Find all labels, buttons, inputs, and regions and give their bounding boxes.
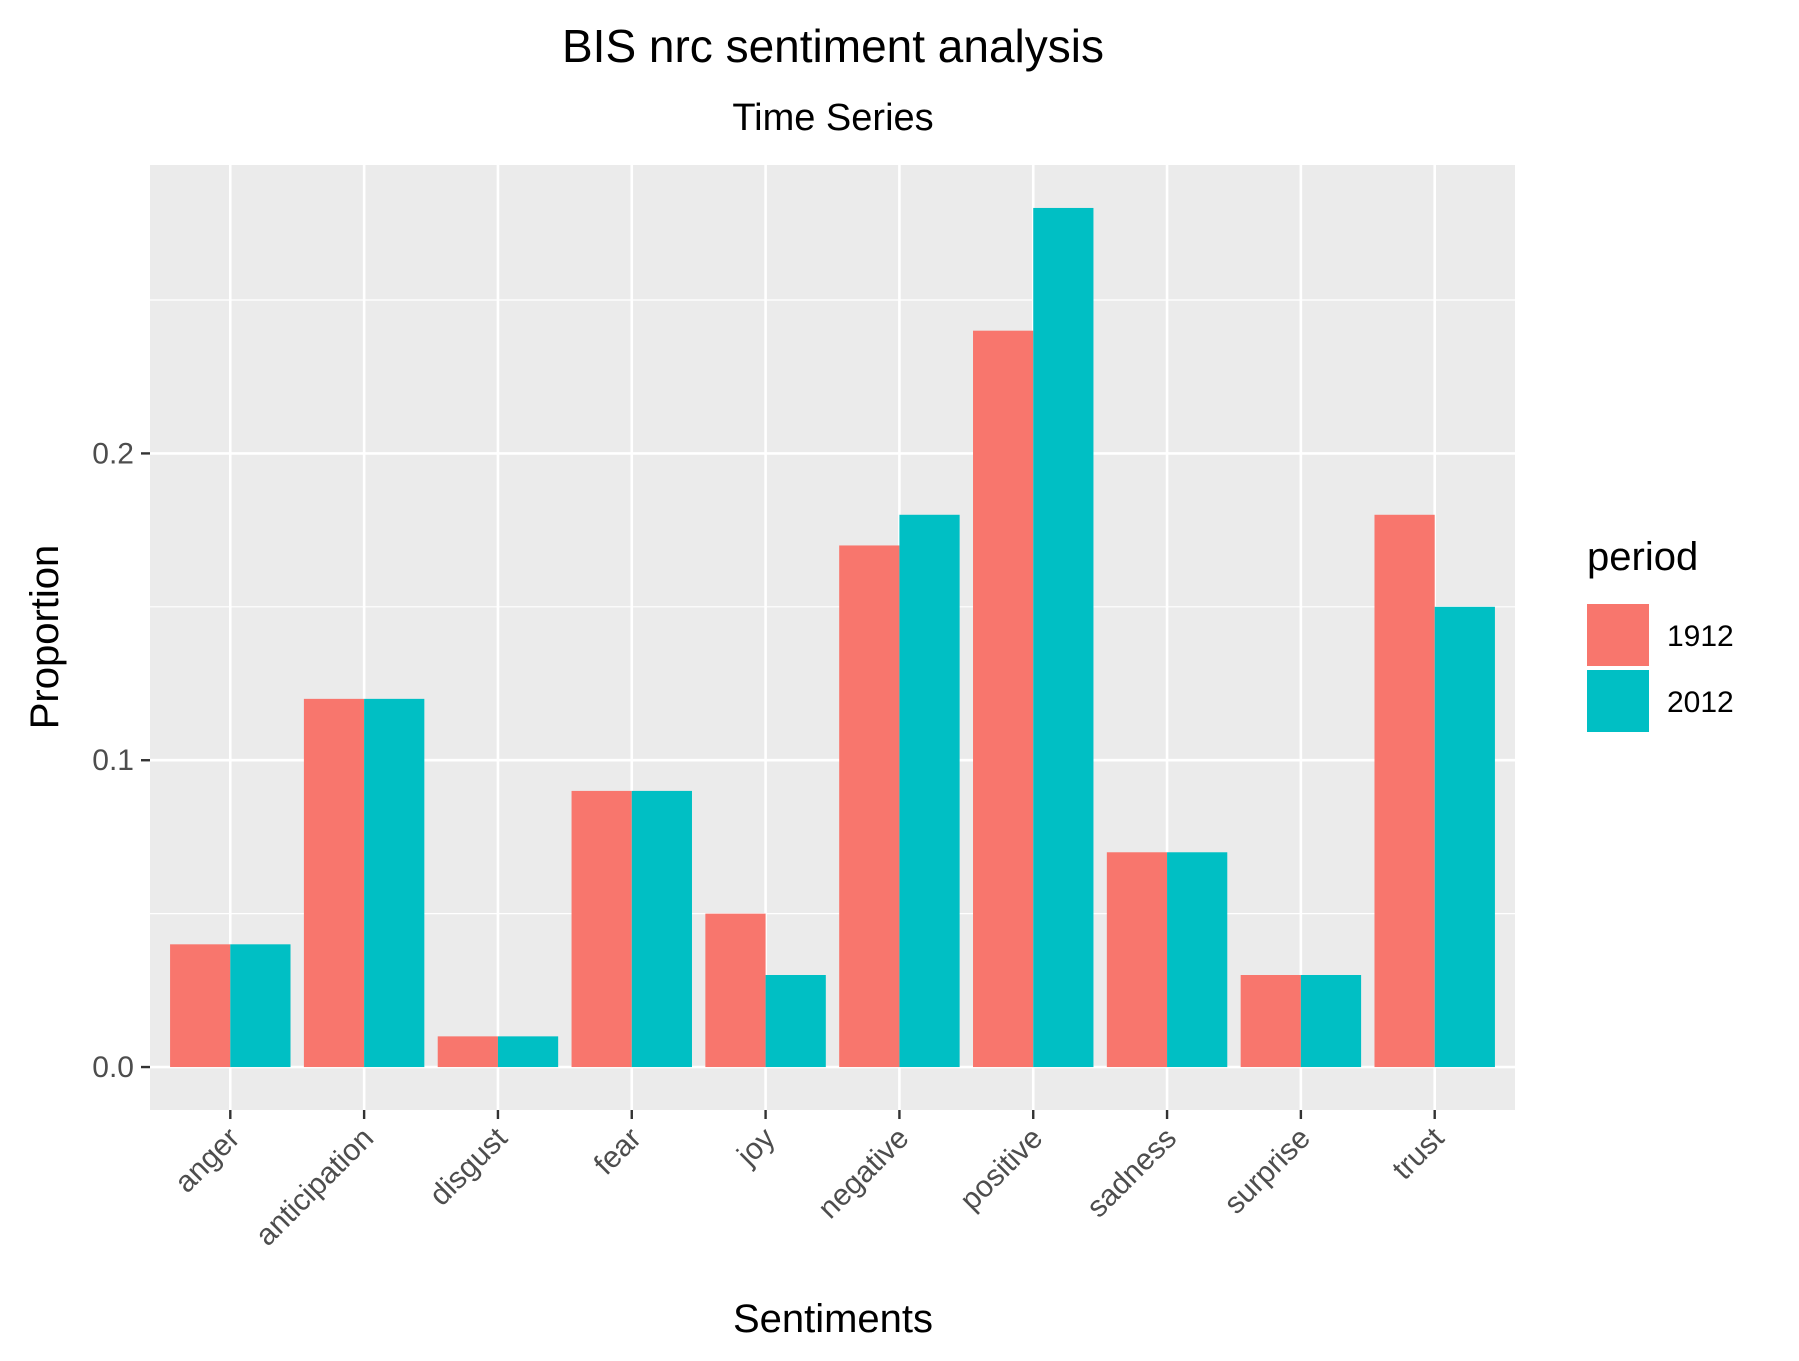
bar-1912-positive bbox=[973, 330, 1034, 1068]
bar-1912-trust bbox=[1374, 514, 1435, 1068]
bar-2012-sadness bbox=[1167, 852, 1228, 1068]
y-tick-label: 0.2 bbox=[92, 437, 134, 470]
x-tick-label: trust bbox=[1386, 1121, 1451, 1186]
x-tick-label: disgust bbox=[423, 1121, 514, 1212]
bar-1912-joy bbox=[705, 913, 766, 1068]
bars bbox=[170, 207, 1495, 1068]
bar-2012-disgust bbox=[497, 1036, 559, 1068]
y-tick-label: 0.0 bbox=[92, 1051, 134, 1084]
x-axis: anger anticipation disgust fear joy negative p… bbox=[169, 1110, 1451, 1252]
bar-1912-negative bbox=[839, 545, 900, 1068]
bar-1912-surprise bbox=[1240, 975, 1301, 1068]
x-tick-label: negative bbox=[812, 1122, 916, 1226]
x-tick-label: joy bbox=[730, 1122, 781, 1173]
bar-1912-anger bbox=[170, 944, 231, 1068]
bar-2012-trust bbox=[1434, 606, 1495, 1068]
chart-subtitle: Time Series bbox=[732, 97, 933, 139]
bar-2012-positive bbox=[1033, 207, 1094, 1068]
x-tick-label: surprise bbox=[1218, 1122, 1317, 1221]
legend-label-1912: 1912 bbox=[1667, 620, 1734, 653]
legend-title: period bbox=[1587, 535, 1698, 579]
x-axis-title: Sentiments bbox=[733, 1297, 933, 1341]
bar-2012-anticipation bbox=[364, 698, 425, 1068]
legend: period 1912 2012 bbox=[1587, 535, 1734, 732]
x-tick-label: positive bbox=[954, 1122, 1049, 1217]
x-tick-label: sadness bbox=[1081, 1122, 1183, 1224]
legend-key-2012 bbox=[1587, 670, 1649, 732]
x-tick-label: fear bbox=[588, 1122, 648, 1182]
y-axis: 0.0 0.1 0.2 bbox=[92, 437, 150, 1084]
bar-2012-negative bbox=[899, 514, 960, 1068]
bar-2012-anger bbox=[230, 944, 291, 1068]
y-tick-label: 0.1 bbox=[92, 744, 134, 777]
bar-1912-disgust bbox=[437, 1036, 498, 1068]
bar-1912-fear bbox=[571, 790, 632, 1068]
legend-label-2012: 2012 bbox=[1667, 686, 1734, 719]
chart-title: BIS nrc sentiment analysis bbox=[562, 20, 1104, 72]
bar-2012-fear bbox=[631, 790, 692, 1068]
x-tick-label: anticipation bbox=[249, 1122, 380, 1253]
bar-1912-anticipation bbox=[303, 698, 365, 1068]
y-axis-title: Proportion bbox=[23, 545, 67, 730]
bar-2012-surprise bbox=[1300, 975, 1362, 1068]
legend-key-1912 bbox=[1587, 604, 1649, 666]
bar-1912-sadness bbox=[1106, 852, 1168, 1068]
x-tick-label: anger bbox=[169, 1122, 247, 1200]
bar-2012-joy bbox=[765, 975, 826, 1068]
